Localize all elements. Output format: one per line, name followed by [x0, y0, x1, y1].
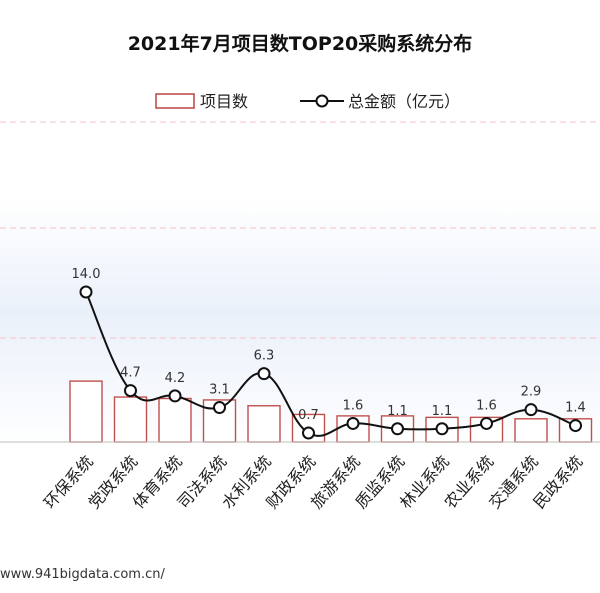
gridlines [0, 121, 600, 339]
x-tick-12: 民政系统 [530, 452, 587, 512]
bar-1 [69, 380, 103, 443]
legend-bar-label: 项目数 [200, 92, 248, 111]
point-3 [168, 389, 182, 403]
data-label-6: 0.7 [298, 408, 319, 423]
point-9 [435, 422, 449, 436]
legend: 项目数 总金额（亿元） [155, 92, 460, 111]
bar-3 [158, 397, 192, 443]
point-12 [569, 419, 582, 433]
point-5 [257, 367, 271, 381]
data-labels: 14.0 4.7 4.2 3.1 6.3 0.7 1.6 1.1 1.1 1.6 2.9 1.4 [72, 267, 586, 423]
data-label-7: 1.6 [343, 398, 364, 413]
line-points [79, 285, 582, 440]
point-10 [480, 416, 493, 430]
data-label-9: 1.1 [432, 404, 453, 419]
point-2 [124, 384, 137, 398]
bar-11 [514, 418, 548, 443]
data-label-1: 14.0 [72, 267, 101, 282]
legend-bar-swatch [155, 93, 195, 109]
point-7 [346, 416, 360, 430]
point-4 [213, 401, 226, 415]
data-label-2: 4.7 [120, 366, 141, 381]
point-8 [391, 422, 404, 436]
bar-5 [247, 405, 281, 443]
data-label-11: 2.9 [521, 385, 542, 400]
data-label-12: 1.4 [565, 401, 586, 416]
data-label-5: 6.3 [254, 349, 275, 364]
data-label-3: 4.2 [165, 371, 186, 386]
point-11 [524, 403, 538, 417]
point-1 [79, 285, 93, 299]
legend-line-label: 总金额（亿元） [348, 92, 460, 111]
chart-title: 2021年7月项目数TOP20采购系统分布 [128, 32, 473, 55]
bar-2 [113, 396, 148, 443]
legend-line-marker [315, 94, 329, 108]
data-label-8: 1.1 [387, 404, 408, 419]
data-label-4: 3.1 [209, 383, 230, 398]
source-footer: www.941bigdata.com.cn/ [0, 567, 165, 582]
data-label-10: 1.6 [476, 398, 497, 413]
x-tick-labels: 环保系统党政系统体育系统司法系统水利系统财政系统旅游系统质监系统林业系统农业系统… [40, 452, 586, 512]
point-6 [302, 426, 315, 440]
